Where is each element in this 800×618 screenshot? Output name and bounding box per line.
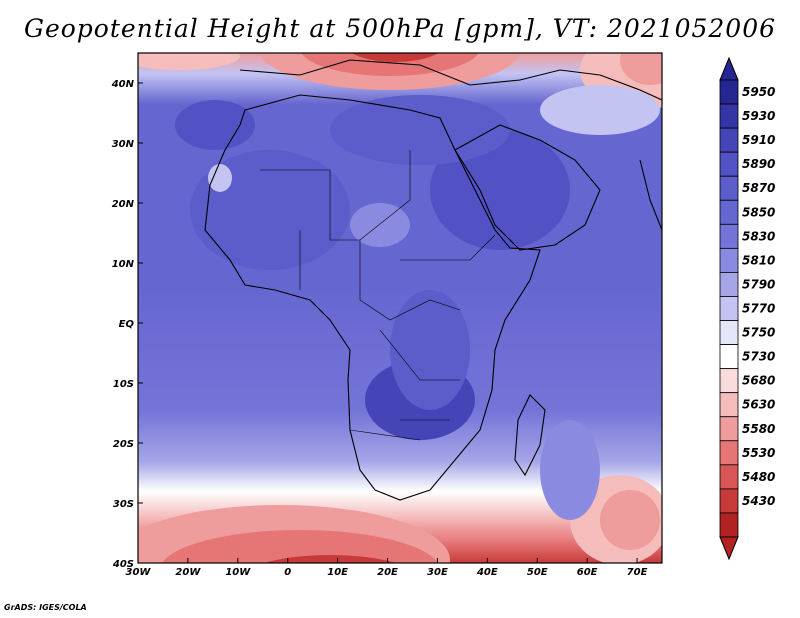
- lat-tick-label: 20N: [112, 199, 135, 210]
- lat-tick-label: 40N: [111, 79, 135, 90]
- colorbar-swatch: [719, 199, 739, 225]
- lon-tick-label: 0: [284, 567, 291, 578]
- lat-tick-label: EQ: [119, 319, 135, 330]
- madagascar-coastline: [514, 394, 546, 477]
- colorbar-swatch: [719, 344, 739, 370]
- colorbar-swatch: [719, 223, 739, 249]
- africa-coastline: [204, 94, 541, 501]
- colorbar-swatch: [719, 488, 739, 514]
- colorbar-label: 5630: [742, 398, 775, 412]
- lon-tick-label: 70E: [627, 567, 648, 578]
- map-title: Geopotential Height at 500hPa [gpm], VT:…: [23, 14, 777, 43]
- colorbar-label: 5580: [742, 422, 775, 436]
- india-coastline: [639, 159, 662, 231]
- colorbar-label: 5480: [742, 470, 775, 484]
- colorbar-swatch: [719, 392, 739, 418]
- lat-tick-label: 30N: [112, 139, 135, 150]
- lon-tick-label: 50E: [527, 567, 548, 578]
- country-borders: [260, 150, 496, 441]
- colorbar-label: 5770: [742, 302, 775, 316]
- colorbar-swatch: [719, 175, 739, 201]
- colorbar-label: 5790: [742, 277, 775, 291]
- colorbar-label: 5750: [742, 326, 775, 340]
- colorbar-label: 5850: [742, 205, 775, 219]
- colorbar-swatch: [719, 272, 739, 297]
- colorbar-swatch: [719, 127, 739, 153]
- colorbar-label: 5680: [742, 374, 775, 388]
- lon-tick-label: 40E: [476, 567, 498, 578]
- colorbar-label: 5890: [742, 157, 775, 171]
- colorbar-swatch: [719, 103, 739, 129]
- lat-tick-label: 40S: [112, 559, 134, 570]
- colorbar-swatch: [719, 151, 739, 177]
- arabia-coastline: [454, 124, 601, 251]
- colorbar-bottom-arrow: [719, 536, 739, 561]
- colorbar-label: 5930: [742, 109, 775, 123]
- latitude-axis: 40N 30N 20N 10N EQ 10S 20S 30S 40S: [111, 79, 143, 570]
- lon-tick-label: 20W: [175, 567, 201, 578]
- lon-tick-label: 10E: [327, 567, 348, 578]
- colorbar-label: 5430: [742, 494, 775, 508]
- colorbar-label: 5810: [742, 253, 775, 267]
- colorbar-swatch: [719, 440, 739, 466]
- colorbar-label: 5730: [742, 350, 775, 364]
- colorbar-label: 5830: [742, 229, 775, 243]
- coastlines: [204, 59, 662, 501]
- lat-tick-label: 10N: [112, 259, 135, 270]
- colorbar-top-arrow: [719, 56, 739, 81]
- colorbar-swatch: [719, 368, 739, 394]
- lon-tick-label: 30W: [126, 567, 152, 578]
- colorbar-swatch: [719, 247, 739, 273]
- lat-tick-label: 30S: [113, 499, 134, 510]
- colorbar-swatch: [719, 464, 739, 490]
- colorbar-swatch: [719, 320, 739, 345]
- plot-frame: [137, 52, 663, 564]
- lat-tick-label: 20S: [113, 439, 134, 450]
- colorbar-label: 5530: [742, 446, 775, 460]
- grads-credit: GrADS: IGES/COLA: [4, 603, 87, 612]
- lon-tick-label: 60E: [577, 567, 598, 578]
- lon-tick-label: 20E: [377, 567, 398, 578]
- colorbar-swatch: [719, 512, 739, 538]
- colorbar-swatch: [719, 296, 739, 321]
- europe-coastline: [239, 59, 662, 101]
- longitude-axis: 30W 20W 10W 0 10E 20E 30E 40E 50E 60E 70E: [126, 558, 648, 578]
- lon-tick-label: 10W: [225, 567, 251, 578]
- colorbar-swatch: [719, 79, 739, 105]
- lat-tick-label: 10S: [113, 379, 134, 390]
- colorbar-label: 5910: [742, 133, 775, 147]
- colorbar-label: 5870: [742, 181, 775, 195]
- colorbar-label: 5950: [742, 85, 775, 99]
- lon-tick-label: 30E: [427, 567, 448, 578]
- colorbar: 5950 5930 5910 5890 5870 5850 5830 5810 5790 5770…: [719, 56, 775, 561]
- colorbar-swatch: [719, 416, 739, 442]
- geopotential-shading: [138, 53, 662, 563]
